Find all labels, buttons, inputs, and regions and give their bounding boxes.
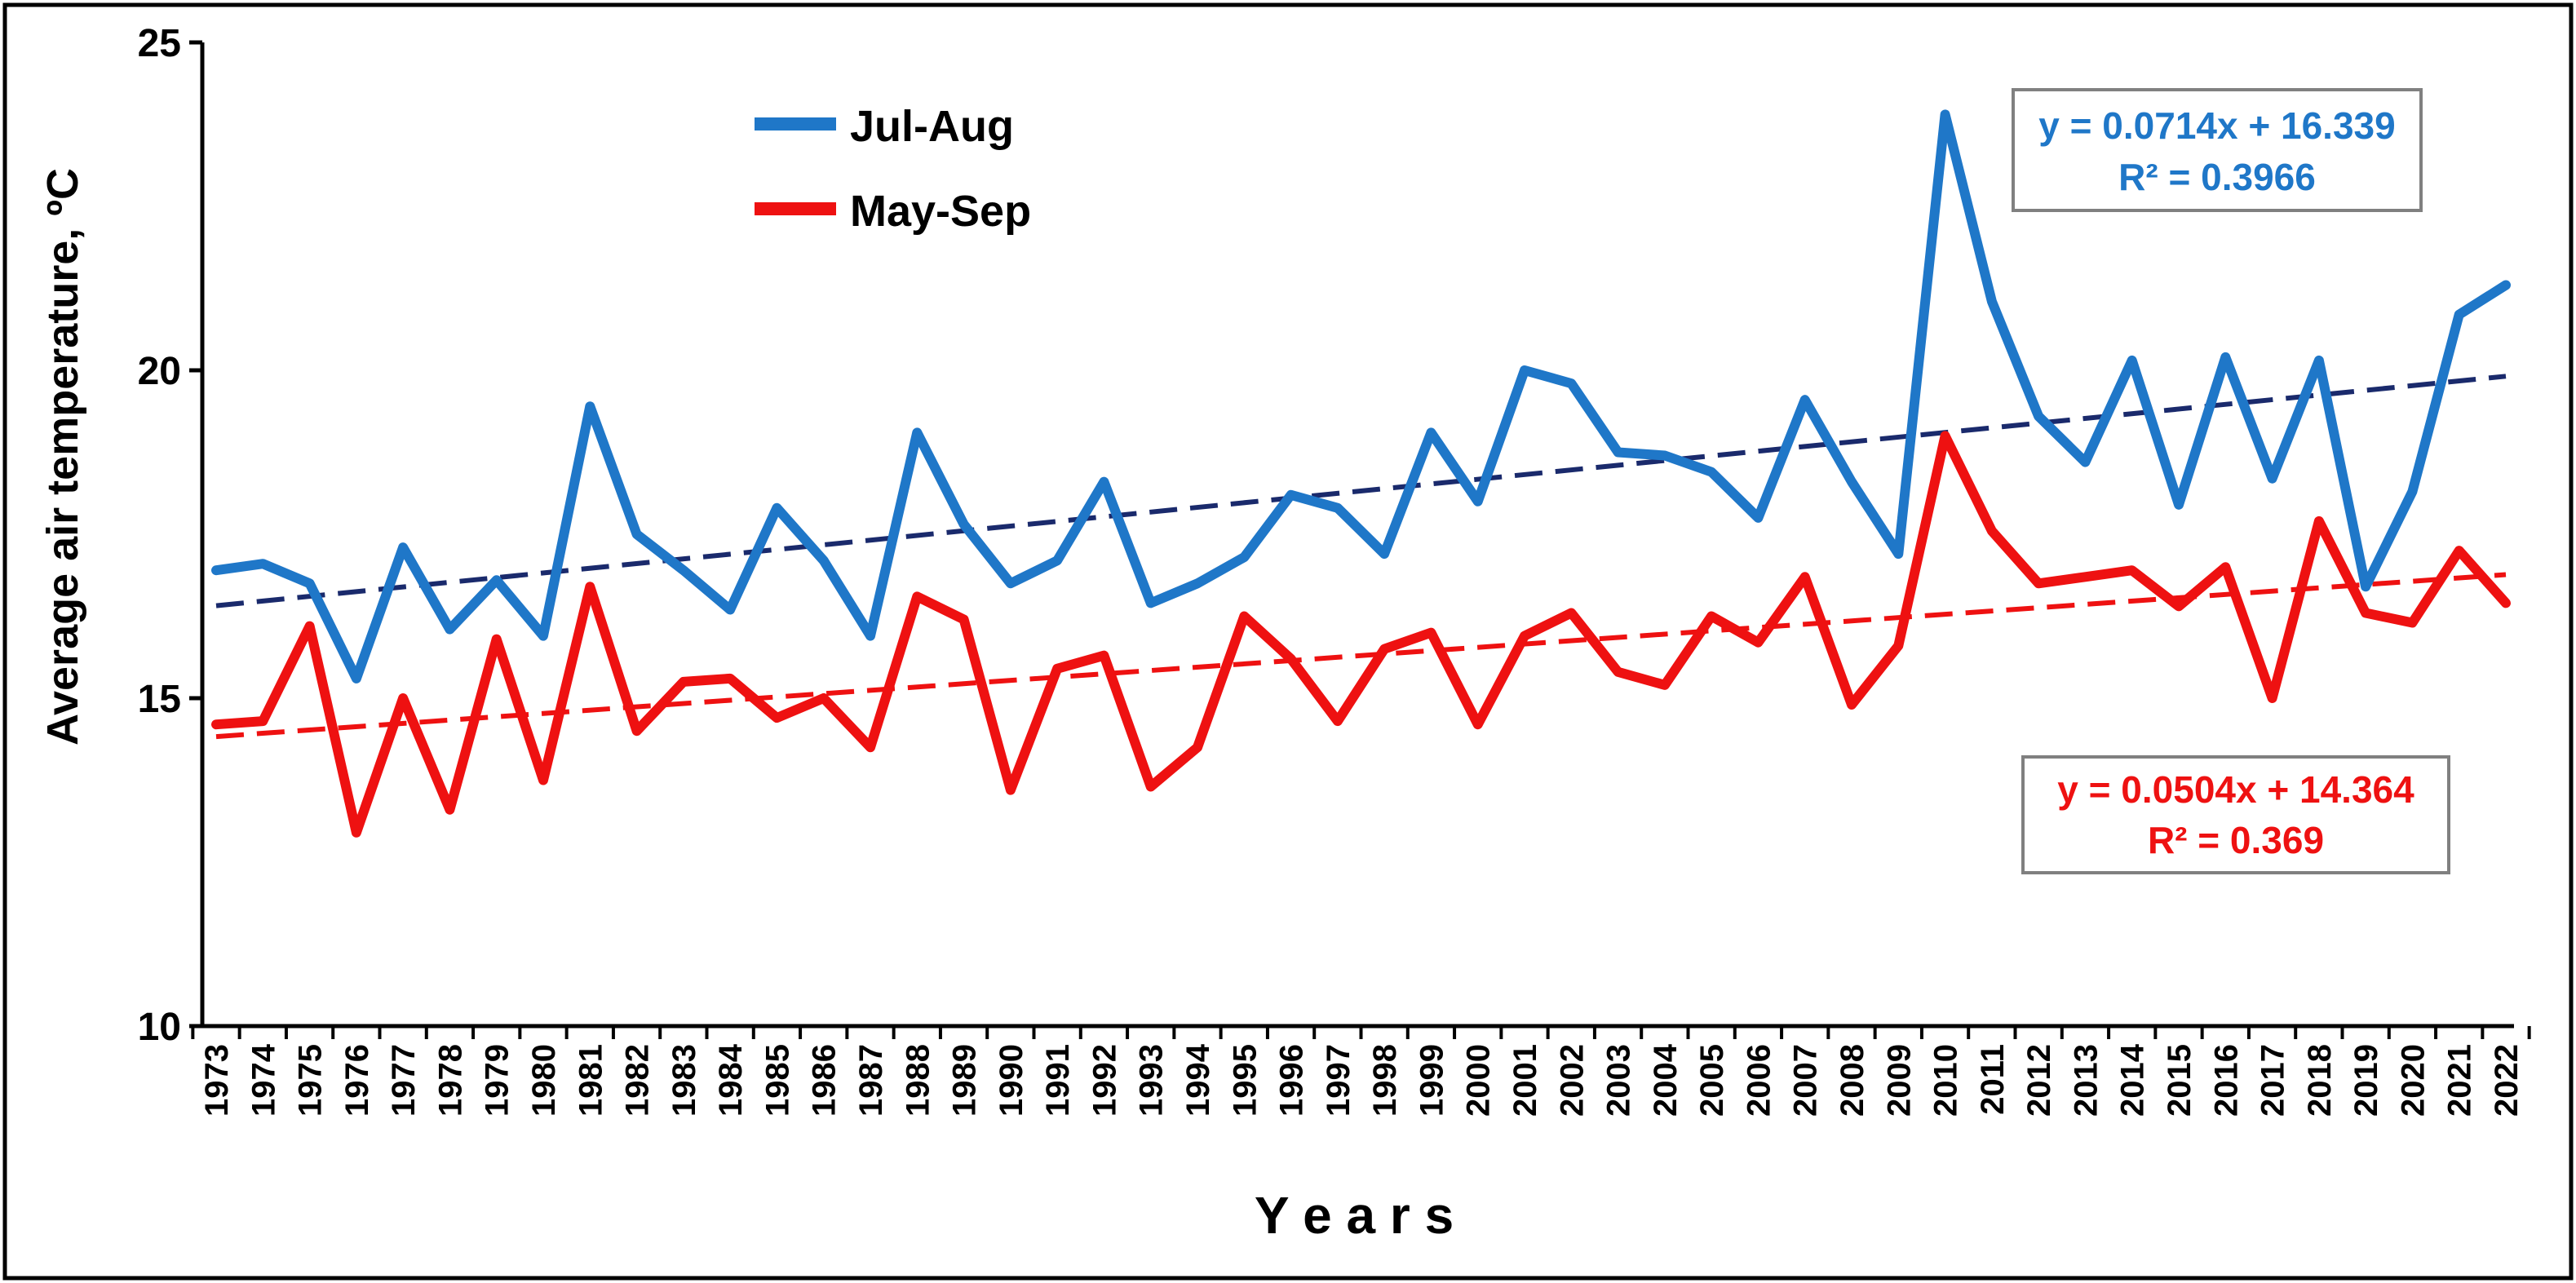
- trendline-box-jul-aug: [2012, 88, 2423, 212]
- x-tick-label-2017: 2017: [2255, 1044, 2291, 1117]
- x-tick-label-2011: 2011: [1975, 1044, 2011, 1115]
- x-tick-label-2001: 2001: [1507, 1044, 1543, 1117]
- trendline-label-jul-aug: y = 0.0714x + 16.339 R² = 0.3966: [2012, 88, 2423, 212]
- series-line-may-sep: [211, 431, 2511, 838]
- x-tick-label-1989: 1989: [947, 1044, 983, 1117]
- x-tick-label-1980: 1980: [526, 1044, 562, 1117]
- x-tick-label-1999: 1999: [1414, 1044, 1450, 1117]
- x-tick-label-2016: 2016: [2208, 1044, 2244, 1117]
- x-tick-label-1974: 1974: [246, 1043, 281, 1117]
- x-tick-label-2020: 2020: [2395, 1044, 2431, 1117]
- legend: Jul-Aug May-Sep: [755, 102, 1031, 236]
- x-tick-label-2021: 2021: [2442, 1044, 2478, 1117]
- trendline-box-may-sep: [2021, 755, 2450, 874]
- x-tick-label-1976: 1976: [339, 1044, 375, 1117]
- x-tick-label-1993: 1993: [1134, 1044, 1170, 1117]
- x-tick-label-1984: 1984: [713, 1043, 749, 1117]
- legend-label-may-sep: May-Sep: [850, 187, 1031, 236]
- trend-lines: [215, 374, 2507, 740]
- x-tick-label-1983: 1983: [666, 1044, 702, 1117]
- series-lines: [211, 109, 2511, 838]
- x-axis-title: Y e a r s: [1255, 1186, 1454, 1245]
- x-tick-label-1986: 1986: [807, 1044, 843, 1117]
- x-tick-label-1995: 1995: [1227, 1044, 1263, 1117]
- x-tick-label-2019: 2019: [2348, 1044, 2384, 1117]
- x-tick-label-1994: 1994: [1180, 1043, 1216, 1117]
- x-tick-label-2005: 2005: [1694, 1044, 1730, 1117]
- x-tick-label-1982: 1982: [620, 1044, 656, 1117]
- legend-item-may-sep: May-Sep: [755, 187, 1031, 236]
- legend-label-jul-aug: Jul-Aug: [850, 102, 1014, 151]
- x-tick-label-2015: 2015: [2162, 1044, 2198, 1117]
- x-tick-label-1988: 1988: [900, 1044, 936, 1117]
- legend-item-jul-aug: Jul-Aug: [755, 102, 1014, 151]
- x-tick-label-1987: 1987: [853, 1044, 889, 1117]
- trendline-jul-aug: [215, 374, 2507, 608]
- y-tick-label-15: 15: [138, 678, 181, 721]
- x-tick-label-1997: 1997: [1321, 1044, 1357, 1117]
- series-line-jul-aug: [211, 109, 2511, 684]
- x-tick-label-2000: 2000: [1461, 1044, 1497, 1117]
- trendline-equation-jul-aug: y = 0.0714x + 16.339: [2038, 104, 2395, 147]
- x-tick-label-1978: 1978: [432, 1044, 468, 1117]
- x-tick-label-2006: 2006: [1741, 1044, 1777, 1117]
- x-tick-label-2003: 2003: [1601, 1044, 1637, 1117]
- x-tick-label-2022: 2022: [2489, 1044, 2525, 1117]
- y-tick-label-20: 20: [138, 350, 181, 393]
- x-tick-label-2014: 2014: [2115, 1043, 2151, 1117]
- x-tick-label-1998: 1998: [1367, 1044, 1403, 1117]
- x-tick-label-2007: 2007: [1788, 1044, 1824, 1117]
- trendline-may-sep: [215, 572, 2507, 740]
- x-tick-label-2002: 2002: [1554, 1044, 1590, 1117]
- y-axis-ticks: 10 15 20 25: [138, 22, 202, 1049]
- x-axis-ticks: 1973 1974 1975 1976 1977 1978 1979 1980 1981 1982…: [191, 1026, 2531, 1117]
- x-tick-label-1973: 1973: [199, 1044, 235, 1117]
- x-tick-label-1991: 1991: [1040, 1044, 1076, 1117]
- x-tick-label-1985: 1985: [759, 1044, 795, 1117]
- y-tick-label-10: 10: [138, 1006, 181, 1049]
- x-tick-label-1992: 1992: [1087, 1044, 1122, 1117]
- x-tick-label-2010: 2010: [1928, 1044, 1964, 1117]
- x-tick-label-1990: 1990: [994, 1044, 1029, 1117]
- trendline-equation-may-sep: y = 0.0504x + 14.364: [2057, 768, 2414, 811]
- x-tick-label-1979: 1979: [480, 1044, 516, 1117]
- trendline-r2-may-sep: R² = 0.369: [2148, 819, 2324, 861]
- x-tick-label-2008: 2008: [1835, 1044, 1870, 1117]
- y-axis-title: Average air temperature, ºC: [38, 168, 87, 745]
- x-tick-label-2004: 2004: [1648, 1043, 1684, 1117]
- trendline-r2-jul-aug: R² = 0.3966: [2118, 156, 2316, 198]
- x-tick-label-1977: 1977: [386, 1044, 422, 1117]
- x-tick-label-1975: 1975: [293, 1044, 329, 1117]
- x-tick-label-2009: 2009: [1881, 1044, 1917, 1117]
- x-tick-label-1981: 1981: [573, 1044, 609, 1117]
- x-tick-label-1996: 1996: [1274, 1044, 1310, 1117]
- x-tick-label-2018: 2018: [2302, 1044, 2338, 1117]
- trendline-label-may-sep: y = 0.0504x + 14.364 R² = 0.369: [2021, 755, 2450, 874]
- x-tick-label-2013: 2013: [2068, 1044, 2104, 1117]
- y-tick-label-25: 25: [138, 22, 181, 65]
- x-tick-label-2012: 2012: [2021, 1044, 2057, 1117]
